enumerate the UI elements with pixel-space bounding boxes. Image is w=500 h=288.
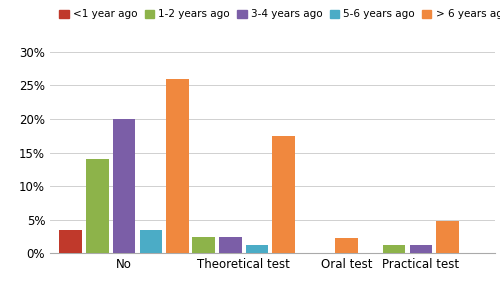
Bar [86, 159, 108, 253]
Bar [336, 238, 358, 253]
Bar [219, 237, 242, 253]
Bar [272, 136, 295, 253]
Bar [382, 245, 406, 253]
Bar [436, 221, 459, 253]
Bar [113, 119, 136, 253]
Bar [246, 245, 268, 253]
Bar [140, 230, 162, 253]
Bar [166, 79, 189, 253]
Bar [192, 237, 215, 253]
Bar [60, 230, 82, 253]
Legend: <1 year ago, 1-2 years ago, 3-4 years ago, 5-6 years ago, > 6 years ago: <1 year ago, 1-2 years ago, 3-4 years ag… [55, 5, 500, 24]
Bar [410, 245, 432, 253]
